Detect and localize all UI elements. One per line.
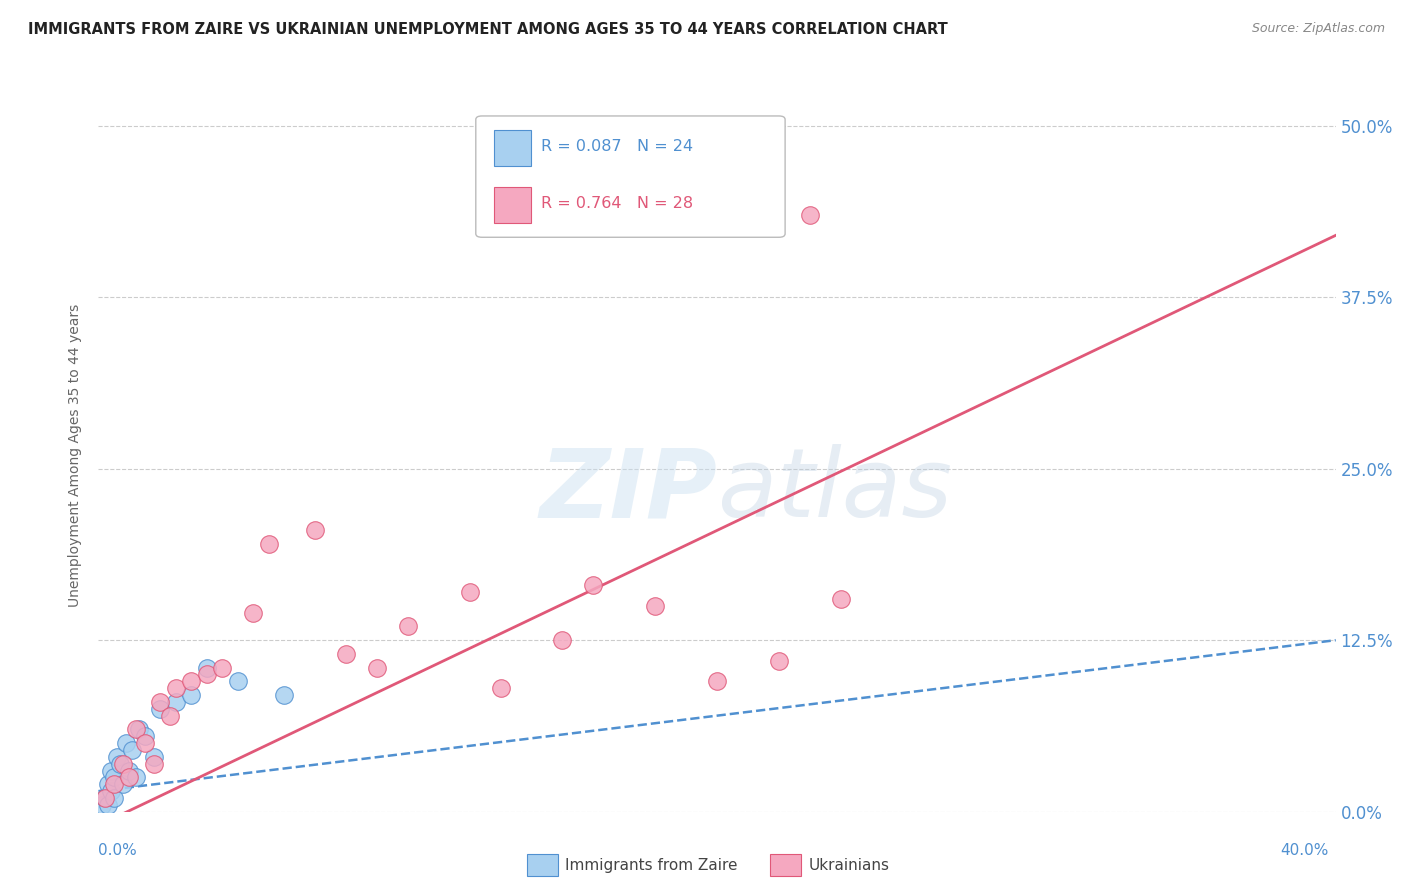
Point [124, 771, 146, 785]
Text: Immigrants from Zaire: Immigrants from Zaire [565, 858, 738, 872]
Point [112, 777, 135, 791]
Text: IMMIGRANTS FROM ZAIRE VS UKRAINIAN UNEMPLOYMENT AMONG AGES 35 TO 44 YEARS CORREL: IMMIGRANTS FROM ZAIRE VS UKRAINIAN UNEMP… [28, 22, 948, 37]
Point [366, 660, 388, 674]
Point [706, 674, 728, 689]
Point [105, 749, 128, 764]
Point [768, 654, 790, 668]
Point [128, 723, 150, 737]
Point [103, 791, 125, 805]
Point [165, 695, 187, 709]
Text: R = 0.764   N = 28: R = 0.764 N = 28 [541, 196, 693, 211]
Point [226, 674, 249, 689]
Point [118, 771, 141, 785]
Point [97, 797, 120, 812]
Point [273, 688, 295, 702]
Point [121, 743, 143, 757]
Point [304, 524, 326, 538]
Point [335, 647, 357, 661]
Point [180, 688, 202, 702]
Point [112, 756, 135, 771]
Point [644, 599, 666, 613]
Point [489, 681, 512, 696]
Point [143, 756, 166, 771]
Point [149, 702, 172, 716]
Point [159, 708, 181, 723]
Point [143, 749, 166, 764]
Text: 0.0%: 0.0% [98, 843, 138, 858]
Point [830, 592, 852, 607]
Text: ZIP: ZIP [538, 444, 717, 537]
Point [134, 736, 156, 750]
Point [115, 736, 138, 750]
Point [799, 208, 821, 222]
Point [134, 729, 156, 743]
Point [100, 784, 122, 798]
Point [100, 764, 122, 778]
Point [458, 585, 481, 599]
Point [149, 695, 172, 709]
Text: Source: ZipAtlas.com: Source: ZipAtlas.com [1251, 22, 1385, 36]
Point [124, 723, 146, 737]
Point [257, 537, 280, 551]
Point [551, 633, 574, 648]
Y-axis label: Unemployment Among Ages 35 to 44 years: Unemployment Among Ages 35 to 44 years [69, 303, 83, 607]
Point [195, 667, 218, 681]
Text: Ukrainians: Ukrainians [808, 858, 890, 872]
Point [211, 660, 233, 674]
Point [180, 674, 202, 689]
Point [582, 578, 605, 592]
Point [242, 606, 264, 620]
Point [165, 681, 187, 696]
Point [93, 791, 115, 805]
Point [103, 777, 125, 791]
Point [396, 619, 419, 633]
Text: R = 0.087   N = 24: R = 0.087 N = 24 [541, 139, 693, 154]
Point [195, 660, 218, 674]
Point [118, 764, 141, 778]
FancyBboxPatch shape [495, 187, 531, 223]
Point [97, 777, 120, 791]
FancyBboxPatch shape [495, 130, 531, 166]
Point [108, 756, 131, 771]
Text: atlas: atlas [717, 444, 952, 537]
Point [90, 797, 112, 812]
Point [103, 771, 125, 785]
FancyBboxPatch shape [475, 116, 785, 237]
Point [93, 791, 115, 805]
Text: 40.0%: 40.0% [1281, 843, 1329, 858]
